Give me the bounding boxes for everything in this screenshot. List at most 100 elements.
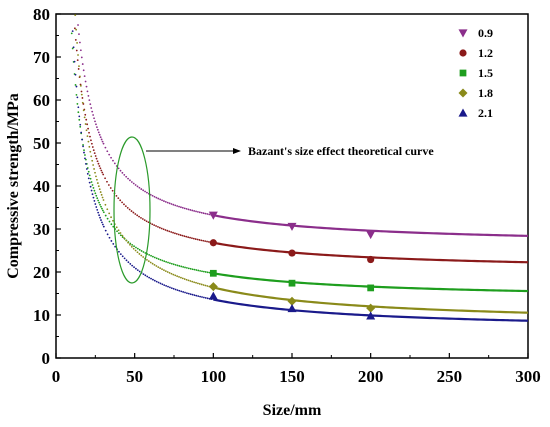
curve-dot: [85, 118, 88, 121]
curve-dot: [138, 248, 141, 251]
curve-dot: [114, 245, 117, 248]
curve-dot: [206, 285, 209, 287]
curve-dot: [180, 290, 183, 293]
curve-dot: [100, 193, 103, 196]
curve-dot: [197, 269, 200, 272]
curve-dot: [98, 165, 101, 167]
curve-dot: [109, 187, 112, 189]
curve-dot: [157, 258, 160, 260]
curve-dot: [170, 203, 173, 205]
curve-dot: [140, 250, 143, 252]
curve-dot: [95, 206, 98, 208]
curve-dot: [76, 103, 79, 105]
curve-dot: [96, 128, 99, 131]
curve-dot: [73, 60, 76, 63]
curve-dot: [157, 281, 160, 284]
curve-dot: [78, 33, 80, 36]
curve-dot: [88, 174, 91, 177]
curve-dot: [172, 273, 175, 276]
curve-dot: [136, 185, 139, 188]
y-tick-label: 50: [33, 134, 50, 153]
curve-dot: [83, 151, 85, 154]
curve-dot: [71, 47, 74, 50]
legend-marker-0.9: [458, 29, 468, 38]
data-point-1.5: [288, 279, 296, 287]
curve-dot: [165, 260, 168, 263]
curve-dot: [101, 196, 104, 199]
curve-dot: [161, 199, 163, 202]
curve-dot: [85, 85, 88, 88]
curve-dot: [100, 205, 102, 208]
curve-dot: [88, 131, 90, 134]
curve-dot: [121, 234, 124, 237]
curve-dot: [106, 233, 109, 236]
y-tick-label: 20: [33, 263, 50, 282]
curve-dot: [164, 270, 167, 273]
curve-dot: [112, 243, 115, 245]
curve-dot: [142, 256, 145, 258]
curve-dot: [178, 265, 181, 267]
curve-dot: [99, 216, 101, 219]
curve-dot: [136, 251, 139, 254]
curve-dot: [143, 219, 146, 222]
curve-dot: [170, 231, 173, 233]
curve-dot: [99, 167, 102, 170]
curve-dot: [163, 269, 165, 272]
legend-label-0.9: 0.9: [478, 26, 493, 40]
curve-dot: [179, 234, 182, 236]
curve-dot: [90, 155, 93, 158]
y-tick-label: 70: [33, 48, 50, 67]
curve-dot: [90, 181, 93, 183]
curve-dot: [134, 213, 137, 215]
curve-dot: [176, 289, 179, 292]
curve-dot: [82, 144, 84, 146]
curve-dot: [91, 159, 94, 162]
curve-dot: [95, 157, 98, 160]
curve-dotted-1.2: [73, 27, 214, 244]
curve-dot: [142, 273, 145, 276]
curve-dot: [130, 181, 133, 183]
curve-dot: [170, 272, 173, 275]
curve-dot: [158, 226, 161, 229]
curve-dot: [196, 238, 199, 241]
curve-dot: [95, 194, 98, 197]
curve-dot: [180, 276, 182, 279]
curve-dot: [140, 216, 142, 219]
annotation-ellipse: [113, 136, 151, 284]
curve-dot: [75, 85, 78, 88]
curve-dot: [94, 203, 97, 205]
curve-dot: [201, 270, 203, 273]
curve-dot: [199, 269, 202, 272]
curve-dot: [99, 191, 102, 193]
curve-dot: [97, 199, 100, 202]
curve-dot: [100, 138, 103, 141]
curve-dot: [140, 188, 143, 190]
curve-dot: [92, 114, 95, 116]
y-axis-label: Compressive strength/MPa: [5, 93, 22, 279]
curve-dot: [181, 206, 184, 209]
curve-dot: [144, 190, 146, 193]
curve-dot: [167, 285, 169, 288]
curve-dot: [195, 269, 198, 271]
curve-dotted-0.9: [77, 24, 214, 217]
curve-dot: [155, 265, 158, 267]
curve-dot: [183, 235, 186, 238]
curve-dot: [202, 284, 205, 286]
curve-dot: [83, 116, 86, 119]
curve-dot: [75, 49, 78, 52]
curve-dot: [112, 225, 115, 228]
curve-dot: [125, 175, 128, 178]
x-tick-label: 200: [358, 367, 384, 386]
curve-dot: [82, 69, 85, 72]
curve-dot: [121, 255, 124, 258]
curve-dot: [129, 243, 131, 246]
curve-dot: [123, 237, 126, 240]
curve-dot: [91, 110, 94, 113]
curve-dot: [125, 239, 128, 242]
curve-dot: [191, 293, 194, 296]
curve-dot: [84, 80, 87, 83]
curve-dot: [115, 194, 118, 197]
curve-dot: [84, 157, 86, 160]
curve-dot: [90, 189, 93, 192]
